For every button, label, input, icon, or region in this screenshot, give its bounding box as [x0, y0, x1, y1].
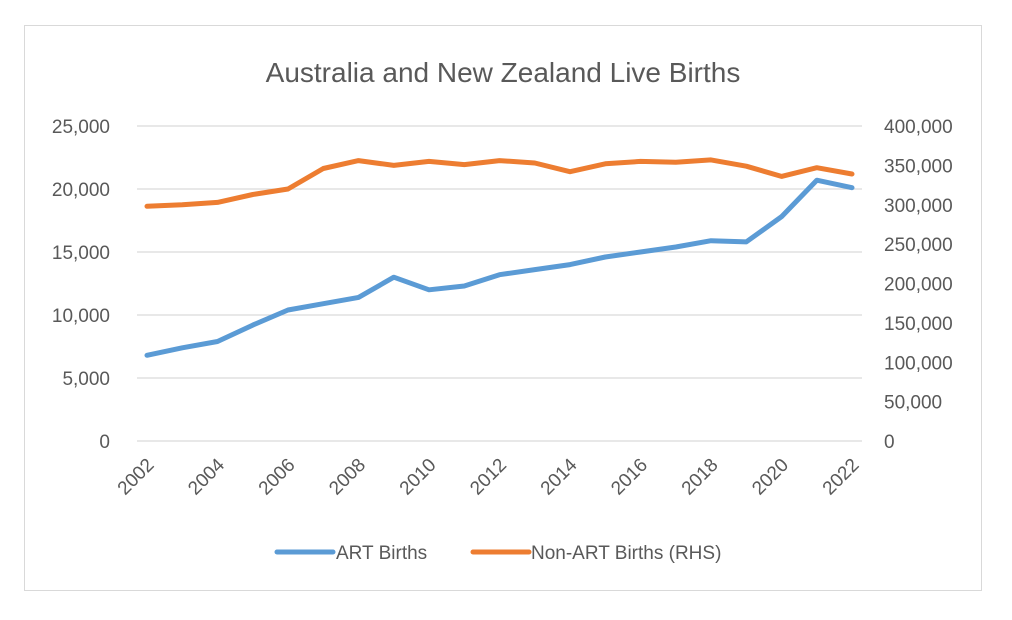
x-tick-label: 2018: [678, 455, 723, 500]
series-lines: [144, 157, 855, 358]
x-tick-label: 2002: [114, 455, 159, 500]
y-right-tick-label: 50,000: [884, 393, 942, 414]
x-tick-label: 2008: [325, 455, 370, 500]
y-right-tick-label: 400,000: [884, 117, 953, 138]
legend: ART Births Non-ART Births (RHS): [274, 543, 721, 564]
y-right-tick-label: 250,000: [884, 235, 953, 256]
chart-frame: [24, 25, 982, 591]
y-left-tick-label: 25,000: [52, 117, 110, 138]
legend-label: ART Births: [336, 543, 427, 564]
x-tick-label: 2016: [607, 455, 652, 500]
x-tick-label: 2014: [537, 454, 582, 499]
chart-title: Australia and New Zealand Live Births: [266, 57, 741, 88]
y-left-tick-label: 20,000: [52, 180, 110, 201]
y-left-tick-label: 0: [99, 432, 110, 453]
y-right-tick-label: 200,000: [884, 275, 953, 296]
y-right-tick-label: 350,000: [884, 156, 953, 177]
y-right-tick-label: 300,000: [884, 196, 953, 217]
x-tick-label: 2010: [396, 455, 441, 500]
x-tick-label: 2012: [466, 455, 511, 500]
y-right-tick-label: 100,000: [884, 353, 953, 374]
x-axis: 2002 2004 2006 2008 2010 2012 2014 2016 2018 2020…: [114, 454, 864, 499]
x-tick-label: 2020: [748, 455, 793, 500]
x-tick-label: 2004: [184, 454, 229, 499]
gridlines: [137, 125, 862, 442]
y-right-tick-label: 0: [884, 432, 895, 453]
y-left-tick-label: 5,000: [62, 369, 110, 390]
series-line-art-births: [144, 177, 855, 358]
x-tick-label: 2022: [819, 455, 864, 500]
x-tick-label: 2006: [255, 455, 300, 500]
series-line-non-art-births: [144, 157, 855, 209]
y-left-tick-label: 10,000: [52, 306, 110, 327]
y-axis-left: 0 5,000 10,000 15,000 20,000 25,000: [52, 117, 110, 453]
y-right-tick-label: 150,000: [884, 314, 953, 335]
y-axis-right: 0 50,000 100,000 150,000 200,000 250,000 300,0…: [884, 117, 953, 453]
y-left-tick-label: 15,000: [52, 243, 110, 264]
legend-label: Non-ART Births (RHS): [531, 543, 721, 564]
